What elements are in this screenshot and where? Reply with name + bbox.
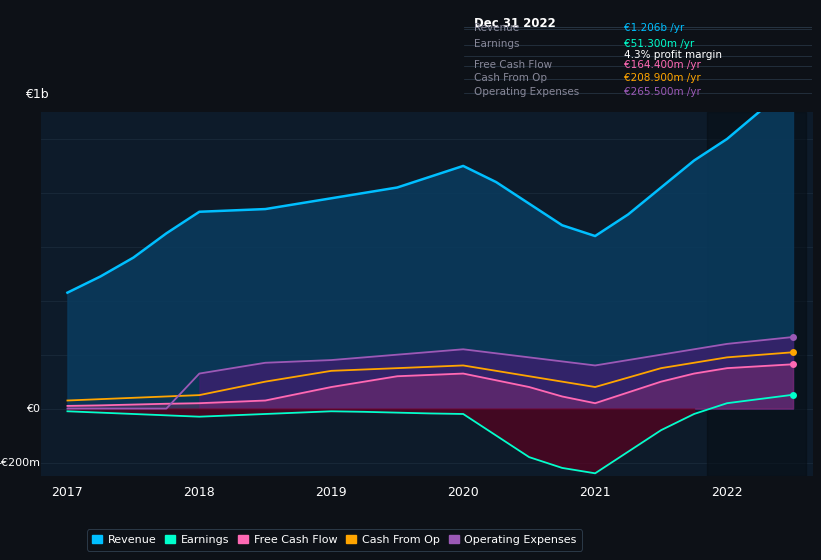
Text: Cash From Op: Cash From Op bbox=[475, 73, 548, 83]
Text: 4.3% profit margin: 4.3% profit margin bbox=[624, 49, 722, 59]
Text: €208.900m /yr: €208.900m /yr bbox=[624, 73, 701, 83]
Text: €0: €0 bbox=[26, 404, 40, 414]
Text: €265.500m /yr: €265.500m /yr bbox=[624, 87, 701, 97]
Text: €164.400m /yr: €164.400m /yr bbox=[624, 60, 701, 70]
Text: €1b: €1b bbox=[25, 88, 48, 101]
Text: -€200m: -€200m bbox=[0, 458, 40, 468]
Legend: Revenue, Earnings, Free Cash Flow, Cash From Op, Operating Expenses: Revenue, Earnings, Free Cash Flow, Cash … bbox=[86, 529, 582, 550]
Text: Earnings: Earnings bbox=[475, 39, 520, 49]
Bar bbox=[707, 112, 806, 476]
Text: Dec 31 2022: Dec 31 2022 bbox=[475, 17, 556, 30]
Text: €1.206b /yr: €1.206b /yr bbox=[624, 23, 684, 33]
Text: Operating Expenses: Operating Expenses bbox=[475, 87, 580, 97]
Text: €51.300m /yr: €51.300m /yr bbox=[624, 39, 695, 49]
Text: Free Cash Flow: Free Cash Flow bbox=[475, 60, 553, 70]
Text: Revenue: Revenue bbox=[475, 23, 520, 33]
